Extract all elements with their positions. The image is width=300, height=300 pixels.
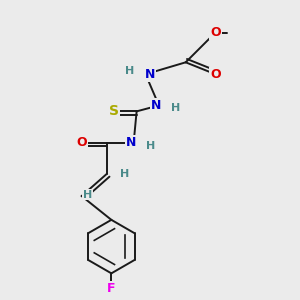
Text: H: H	[171, 103, 180, 113]
Text: O: O	[210, 26, 221, 39]
Text: N: N	[145, 68, 155, 81]
Text: H: H	[146, 140, 155, 151]
Text: H: H	[83, 190, 92, 200]
Text: O: O	[210, 68, 221, 81]
Text: N: N	[125, 136, 136, 149]
Text: H: H	[124, 66, 134, 76]
Text: O: O	[76, 136, 87, 149]
Text: N: N	[151, 99, 161, 112]
Text: S: S	[109, 104, 119, 118]
Text: F: F	[107, 282, 116, 295]
Text: H: H	[120, 169, 129, 179]
